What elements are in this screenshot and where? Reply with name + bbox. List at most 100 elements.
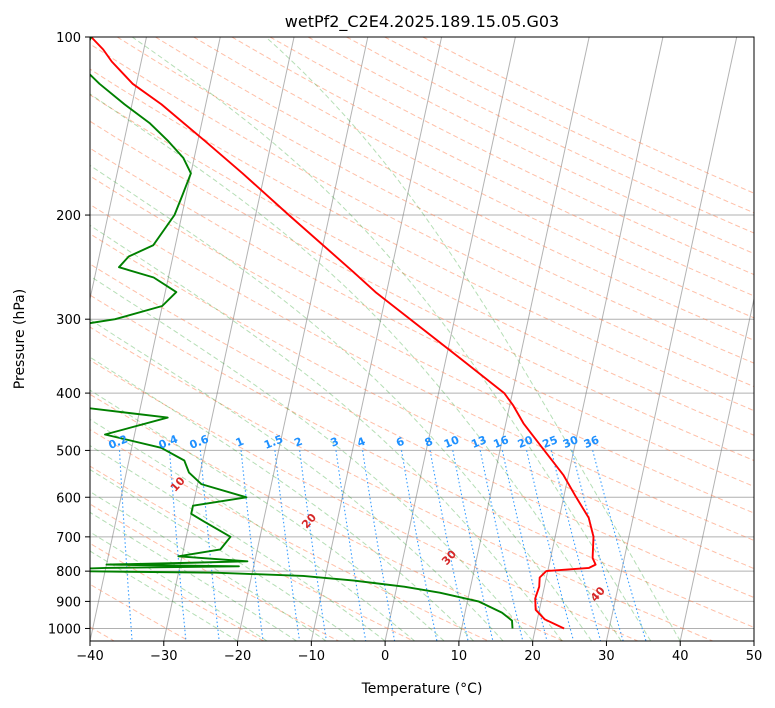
- dry-adiabat-line: [90, 359, 639, 641]
- moist-adiabat-line: [131, 37, 652, 641]
- y-tick-label: 400: [56, 387, 81, 402]
- mixing-ratio-label: 0.6: [188, 432, 211, 451]
- mixing-ratio-line: [429, 450, 469, 641]
- dry-adiabat-label: 30: [439, 547, 459, 567]
- isotherm-line: [532, 37, 664, 641]
- x-tick-label: 0: [381, 649, 389, 664]
- moist-adiabat-line: [90, 550, 238, 641]
- dry-adiabat-line: [116, 37, 754, 364]
- dry-adiabat-line: [90, 147, 754, 487]
- x-tick-label: −10: [298, 649, 325, 664]
- x-tick-label: 40: [672, 649, 689, 664]
- isotherm-line: [90, 37, 147, 302]
- mixing-ratio-line: [501, 450, 548, 641]
- y-tick-label: 1000: [48, 622, 81, 637]
- mixing-ratio-line: [240, 450, 264, 641]
- mixing-ratio-line: [400, 450, 438, 641]
- mixing-ratio-line: [550, 450, 602, 641]
- background-lines: [0, 37, 754, 641]
- x-tick-label: −40: [76, 649, 103, 664]
- dry-adiabat-line: [90, 233, 754, 570]
- dry-adiabat-line: [422, 37, 754, 194]
- dry-adiabat-line: [384, 37, 754, 214]
- mixing-ratio-line: [526, 450, 575, 641]
- dry-adiabat-line: [90, 503, 339, 641]
- isotherm-line: [163, 37, 295, 641]
- profiles: [90, 37, 597, 630]
- dry-adiabat-line: [90, 68, 754, 412]
- x-tick-label: −30: [150, 649, 177, 664]
- mixing-ratio-line: [299, 450, 327, 641]
- isotherm-line: [237, 37, 369, 641]
- mixing-ratio-label: 36: [582, 433, 601, 451]
- dry-adiabat-line: [90, 175, 754, 514]
- mixing-ratio-line: [479, 450, 524, 641]
- mixing-ratio-label: 20: [516, 433, 535, 451]
- moist-adiabat-line: [90, 164, 593, 641]
- x-tick-label: 50: [746, 649, 763, 664]
- isotherm-line: [458, 37, 590, 641]
- dry-adiabat-line: [90, 294, 754, 628]
- moist-adiabat-line: [90, 444, 386, 641]
- moist-adiabat-line: [265, 37, 681, 641]
- mixing-ratio-line: [592, 450, 647, 641]
- line-labels: 0.10.20.40.611.52346810131620253036-100-…: [107, 432, 608, 604]
- mixing-ratio-line: [452, 450, 494, 641]
- dry-adiabat-line: [90, 429, 489, 641]
- isotherm-line: [0, 37, 73, 641]
- moist-adiabat-line: [90, 318, 504, 641]
- mixing-ratio-label: 30: [561, 433, 580, 451]
- y-tick-label: 600: [56, 491, 81, 506]
- dry-adiabat-line: [90, 326, 713, 641]
- mixing-ratio-label: 0.4: [157, 432, 180, 451]
- dry-adiabat-line: [90, 583, 190, 641]
- mixing-ratio-label: 4: [355, 435, 367, 450]
- mixing-ratio-label: 16: [492, 433, 511, 451]
- temperature-profile-line: [90, 37, 597, 630]
- y-tick-label: 500: [56, 444, 81, 459]
- y-tick-label: 900: [56, 595, 81, 610]
- mixing-ratio-label: 13: [469, 433, 488, 451]
- moist-adiabat-line: [90, 224, 563, 641]
- mixing-ratio-label: 8: [423, 435, 435, 450]
- moist-adiabat-line: [90, 389, 445, 641]
- moist-adiabat-line: [90, 531, 268, 641]
- dry-adiabat-line: [90, 263, 754, 599]
- mixing-ratio-label: 6: [394, 435, 406, 450]
- mixing-ratio-label: 2: [292, 435, 304, 450]
- mixing-ratio-label: 10: [442, 433, 461, 451]
- dry-adiabat-line: [231, 37, 754, 297]
- isotherm-line: [753, 638, 754, 641]
- mixing-ratio-line: [118, 450, 133, 641]
- chart-title: wetPf2_C2E4.2025.189.15.05.G03: [285, 12, 559, 32]
- dry-adiabat-line: [90, 542, 265, 641]
- dry-adiabat-line: [90, 94, 754, 436]
- plot-frame: [89, 36, 755, 642]
- isotherm-line: [90, 37, 221, 641]
- isotherm-line: [605, 37, 738, 641]
- moist-adiabat-line: [90, 491, 327, 641]
- y-tick-label: 700: [56, 531, 81, 546]
- x-tick-label: −20: [224, 649, 251, 664]
- x-tick-label: 10: [451, 649, 468, 664]
- dry-adiabat-line: [90, 203, 754, 541]
- y-tick-label: 300: [56, 313, 81, 328]
- dewpoint-profile-line: [90, 37, 514, 629]
- axes: −40 −30 −20 −10 0 10 20 30 40 5010020030040050060…: [48, 31, 762, 664]
- moist-adiabat-line: [90, 468, 356, 641]
- isotherm-line: [679, 296, 754, 641]
- moist-adiabat-line: [90, 356, 474, 641]
- mixing-ratio-label: 3: [329, 435, 341, 450]
- mixing-ratio-line: [335, 450, 367, 641]
- x-axis-label: Temperature (°C): [361, 681, 483, 697]
- moist-adiabat-line: [90, 275, 534, 641]
- mixing-ratio-label: 25: [541, 433, 560, 451]
- mixing-ratio-line: [571, 450, 624, 641]
- isotherm-line: [310, 37, 443, 641]
- dry-adiabat-line: [90, 465, 414, 641]
- mixing-ratio-label: 1: [234, 435, 246, 450]
- y-tick-label: 800: [56, 565, 81, 580]
- y-axis-label: Pressure (hPa): [12, 289, 28, 389]
- dry-adiabat-line: [90, 120, 754, 462]
